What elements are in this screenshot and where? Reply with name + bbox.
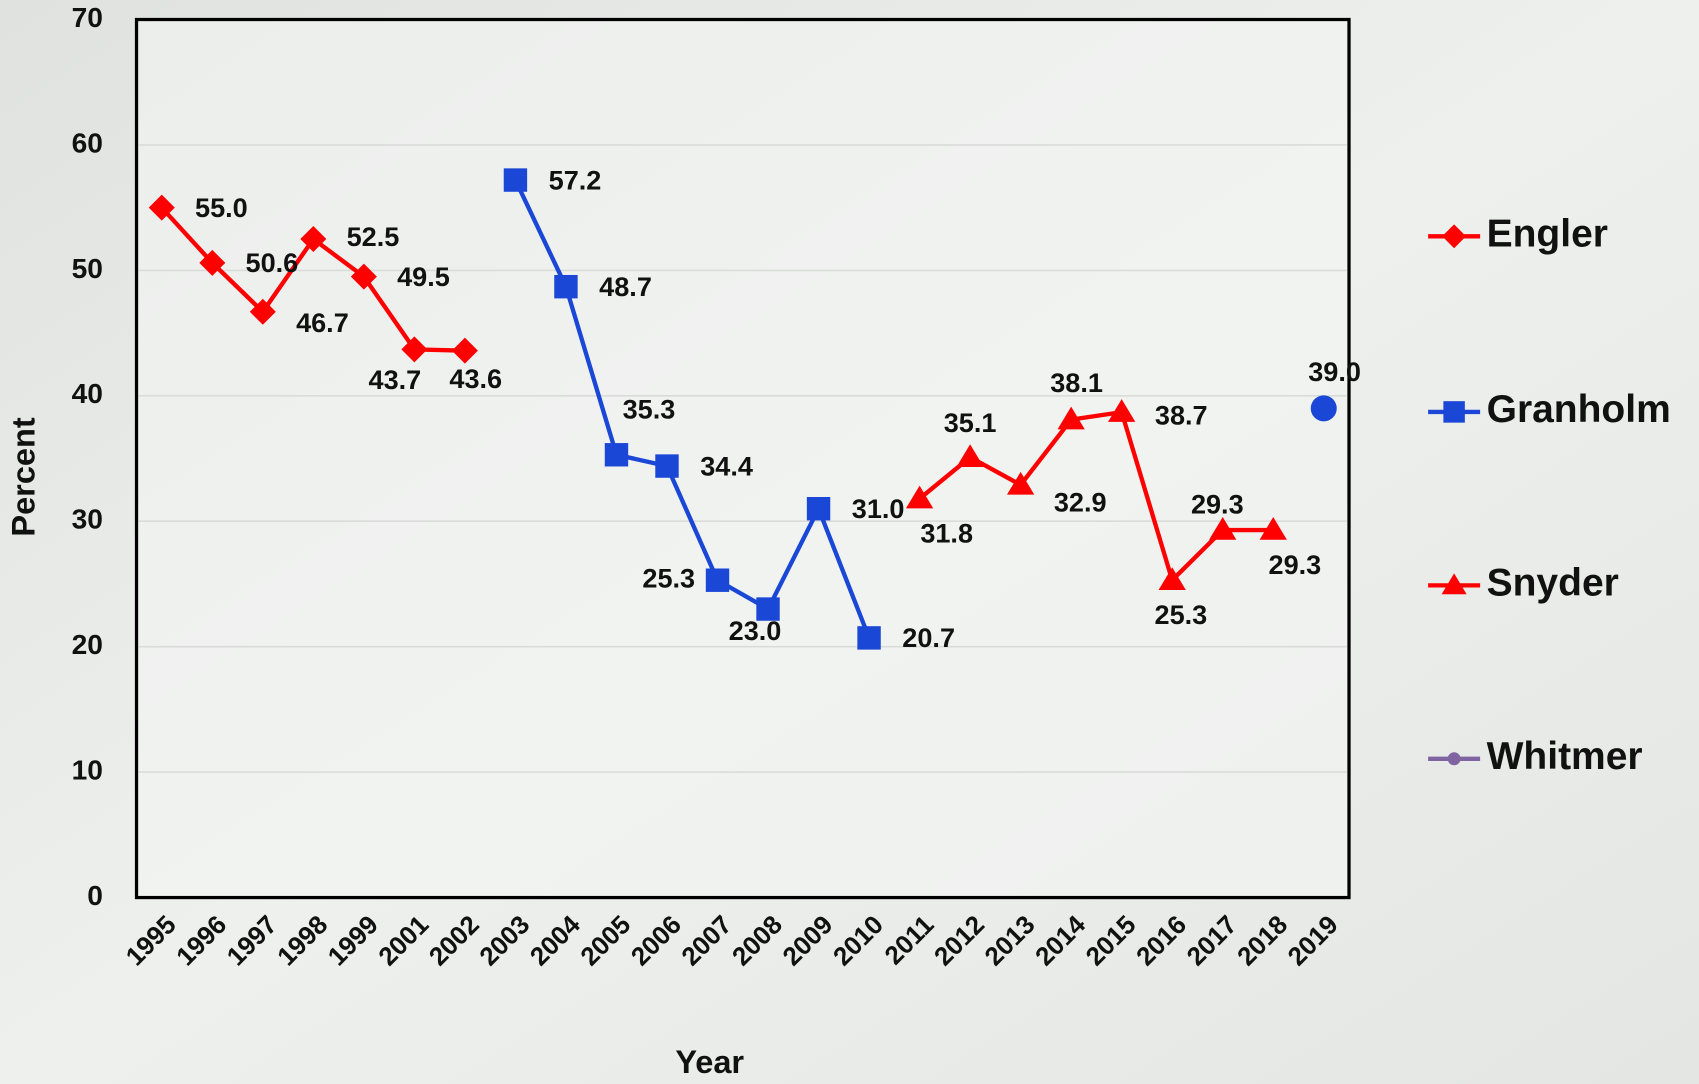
data-label: 20.7 <box>902 622 955 653</box>
y-tick-label: 30 <box>72 503 103 535</box>
data-label: 52.5 <box>347 221 400 252</box>
marker-diamond <box>350 263 377 290</box>
data-label: 46.7 <box>296 307 349 338</box>
marker-square <box>655 454 679 478</box>
marker-square <box>554 274 578 299</box>
data-label: 35.3 <box>623 394 676 425</box>
data-label: 43.6 <box>449 363 502 394</box>
data-label: 38.7 <box>1155 400 1208 431</box>
legend-label: Whitmer <box>1487 735 1643 778</box>
marker-triangle <box>1441 573 1467 595</box>
data-label: 25.3 <box>642 562 695 593</box>
marker-triangle <box>956 444 984 468</box>
data-label: 57.2 <box>549 164 602 195</box>
plot-area <box>134 17 1351 900</box>
data-label: 50.6 <box>246 247 299 278</box>
data-label: 25.3 <box>1155 599 1208 630</box>
marker-circle <box>1310 395 1337 422</box>
data-label: 38.1 <box>1050 367 1103 398</box>
marker-triangle <box>905 485 934 509</box>
marker-triangle <box>1057 406 1085 430</box>
x-axis-title: Year <box>675 1044 744 1080</box>
legend-label: Granholm <box>1487 388 1671 431</box>
data-label: 34.4 <box>700 450 753 481</box>
data-label: 31.0 <box>852 493 905 524</box>
marker-square <box>806 496 831 521</box>
marker-diamond <box>451 337 478 364</box>
y-tick-label: 70 <box>72 1 103 33</box>
marker-triangle <box>1108 399 1136 422</box>
marker-square <box>503 168 528 192</box>
legend-label: Engler <box>1487 213 1608 256</box>
marker-triangle <box>1209 517 1237 540</box>
series-line <box>513 179 872 639</box>
marker-square <box>756 597 780 621</box>
data-label: 48.7 <box>599 271 652 302</box>
marker-square <box>604 443 629 467</box>
legend-label: Snyder <box>1487 562 1619 605</box>
y-tick-label: 20 <box>72 628 103 660</box>
data-label: 35.1 <box>944 407 997 438</box>
marker-triangle <box>1259 517 1287 540</box>
y-tick-label: 0 <box>87 879 103 911</box>
y-tick-label: 40 <box>72 377 103 409</box>
data-label: 32.9 <box>1054 487 1107 518</box>
marker-square <box>1443 401 1465 423</box>
marker-square <box>705 568 730 592</box>
y-tick-label: 60 <box>72 126 103 158</box>
data-label: 43.7 <box>369 364 422 395</box>
marker-circle <box>1447 752 1461 766</box>
y-tick-label: 50 <box>72 252 103 284</box>
data-label: 29.3 <box>1269 549 1322 580</box>
marker-triangle <box>1006 471 1035 495</box>
marker-diamond <box>1442 224 1467 249</box>
data-label: 39.0 <box>1308 356 1361 387</box>
data-label: 55.0 <box>195 192 248 223</box>
marker-diamond <box>249 298 276 325</box>
data-label: 23.0 <box>729 615 782 646</box>
y-tick-label: 10 <box>72 754 103 786</box>
data-label: 29.3 <box>1191 488 1244 519</box>
marker-square <box>857 626 881 650</box>
marker-diamond <box>300 226 327 253</box>
data-label: 31.8 <box>920 518 973 549</box>
marker-diamond <box>401 336 428 363</box>
data-label: 49.5 <box>397 261 450 292</box>
marker-triangle <box>1158 567 1186 590</box>
y-axis-title: Percent <box>6 417 42 536</box>
